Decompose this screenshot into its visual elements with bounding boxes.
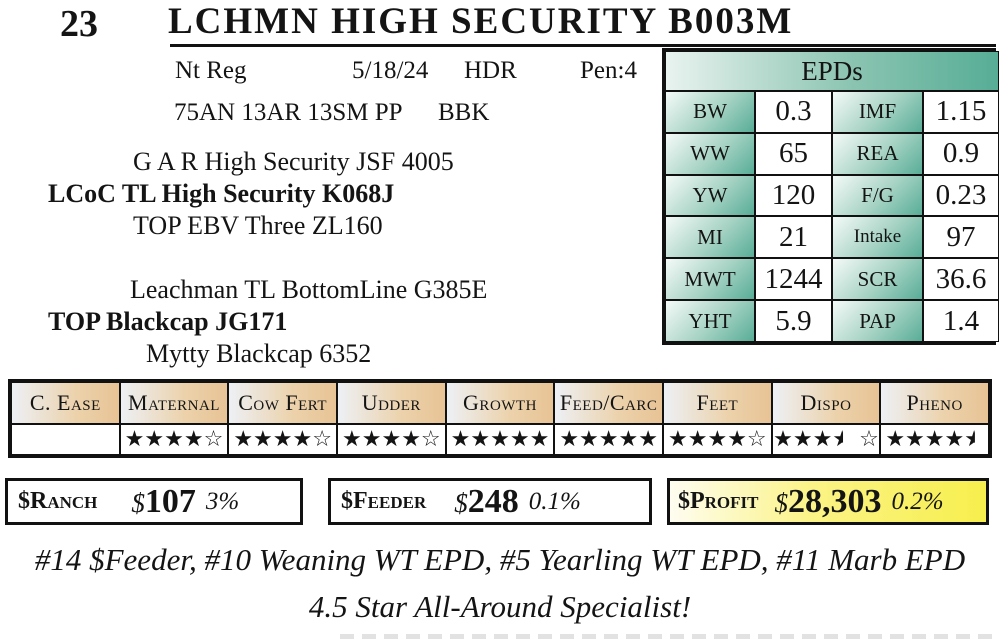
epd-label-fg: F/G	[832, 174, 923, 217]
profit-amount: $28,303	[774, 482, 882, 520]
epd-label-rea: REA	[832, 132, 923, 175]
feeder-amount: $248	[454, 482, 519, 520]
pedigree-dam: TOP Blackcap JG171	[48, 307, 288, 336]
rating-header-feet: Feet	[662, 382, 772, 424]
rating-header-cease: C. Ease	[11, 382, 120, 424]
epd-value-imf: 1.15	[923, 91, 999, 133]
rating-stars-udder: ★ ★ ★ ★ ☆	[336, 424, 446, 455]
feeder-value-box: $Feeder $248 0.1%	[328, 478, 652, 525]
epd-label-scr: SCR	[832, 258, 923, 301]
reg-status: Nt Reg	[175, 57, 247, 84]
epd-label-yht: YHT	[665, 300, 755, 342]
pedigree-dam-granddam: Mytty Blackcap 6352	[146, 339, 372, 368]
epd-label-bw: BW	[665, 91, 755, 133]
epd-value-rea: 0.9	[923, 132, 999, 175]
ranch-value-box: $Ranch $107 3%	[5, 478, 303, 525]
star-ratings-table: C. Ease Maternal Cow Fert Udder Growth F…	[8, 379, 992, 458]
lot-number: 23	[60, 3, 98, 45]
epd-value-scr: 36.6	[923, 258, 999, 301]
pedigree-dam-grandsire: Leachman TL BottomLine G385E	[130, 275, 488, 304]
epd-value-yw: 120	[755, 174, 832, 217]
rating-header-udder: Udder	[336, 382, 446, 424]
epd-table-title: EPDs	[665, 51, 999, 91]
epd-value-mwt: 1244	[755, 258, 832, 301]
rating-stars-feet: ★ ★ ★ ★ ☆	[662, 424, 772, 455]
footer-rankings: #14 $Feeder, #10 Weaning WT EPD, #5 Year…	[34, 542, 966, 577]
rating-header-maternal: Maternal	[119, 382, 229, 424]
epd-label-mwt: MWT	[665, 258, 755, 301]
footer-tagline: 4.5 Star All-Around Specialist!	[308, 589, 692, 624]
feeder-percent: 0.1%	[528, 487, 581, 515]
epd-value-intake: 97	[923, 216, 999, 259]
rating-stars-cease	[11, 424, 120, 455]
breed-makeup: 75AN 13AR 13SM PP	[174, 99, 403, 126]
title-underline	[170, 44, 996, 47]
rating-header-cowfert: Cow Fert	[228, 382, 337, 424]
ranch-percent: 3%	[205, 487, 240, 515]
epd-table: EPDs BW 0.3 IMF 1.15 WW 65 REA 0.9 YW 12…	[662, 48, 999, 345]
pedigree-sire-granddam: TOP EBV Three ZL160	[133, 211, 383, 240]
pedigree-sire: LCoC TL High Security K068J	[48, 179, 395, 208]
rating-stars-feedcarc: ★ ★ ★ ★ ★	[554, 424, 663, 455]
ranch-label: $Ranch	[18, 488, 98, 514]
epd-value-ww: 65	[755, 132, 832, 175]
epd-value-bw: 0.3	[755, 91, 832, 133]
epd-value-yht: 5.9	[755, 300, 832, 342]
epd-label-ww: WW	[665, 132, 755, 175]
rating-stars-growth: ★ ★ ★ ★ ★	[445, 424, 555, 455]
epd-label-intake: Intake	[832, 216, 923, 259]
epd-label-imf: IMF	[832, 91, 923, 133]
profit-label: $Profit	[678, 488, 759, 514]
rating-header-growth: Growth	[445, 382, 555, 424]
rating-stars-maternal: ★ ★ ★ ★ ☆	[119, 424, 229, 455]
birth-date: 5/18/24	[352, 57, 429, 84]
profit-value-box: $Profit $28,303 0.2%	[667, 478, 989, 525]
epd-value-pap: 1.4	[923, 300, 999, 342]
rating-stars-pheno: ★ ★ ★ ★ ★	[880, 424, 989, 455]
pedigree-sire-grandsire: G A R High Security JSF 4005	[133, 147, 454, 176]
ranch-amount: $107	[131, 482, 196, 520]
epd-label-yw: YW	[665, 174, 755, 217]
horn-code: HDR	[464, 57, 517, 84]
rating-stars-cowfert: ★ ★ ★ ★ ☆	[228, 424, 337, 455]
epd-value-mi: 21	[755, 216, 832, 259]
pen-number: Pen:4	[580, 57, 637, 84]
feeder-label: $Feeder	[341, 488, 427, 514]
rating-header-pheno: Pheno	[880, 382, 989, 424]
rating-header-dispo: Dispo	[771, 382, 881, 424]
profit-percent: 0.2%	[891, 487, 944, 515]
rating-stars-dispo: ★ ★ ★ ★ ☆	[771, 424, 881, 455]
rating-header-feedcarc: Feed/Carc	[554, 382, 663, 424]
epd-label-mi: MI	[665, 216, 755, 259]
cropped-next-line	[340, 634, 995, 639]
epd-label-pap: PAP	[832, 300, 923, 342]
page-title: LCHMN HIGH SECURITY B003M	[168, 1, 794, 42]
color-code: BBK	[438, 99, 490, 126]
epd-value-fg: 0.23	[923, 174, 999, 217]
